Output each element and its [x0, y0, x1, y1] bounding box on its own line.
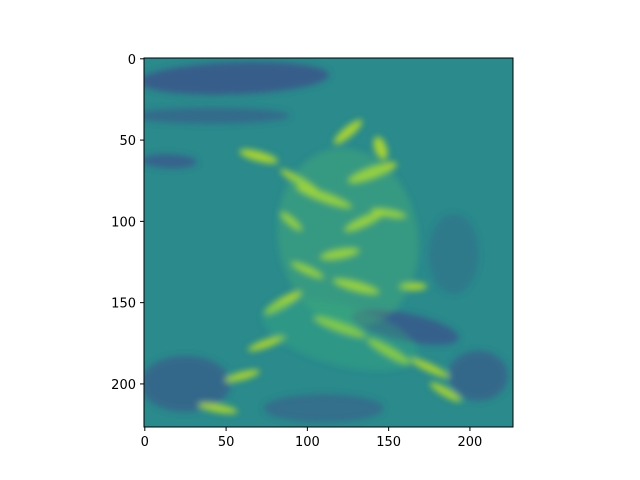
- x-tick-label: 0: [141, 435, 149, 450]
- y-tick-label: 200: [111, 378, 136, 393]
- heatmap-cell: [333, 119, 363, 145]
- heatmap-cell: [448, 350, 509, 401]
- x-tick-label: 200: [458, 435, 483, 450]
- heatmap-cell: [224, 369, 260, 382]
- heatmap-cell: [144, 61, 330, 95]
- heatmap-cell: [262, 299, 418, 371]
- x-tick-label: 150: [376, 435, 401, 450]
- heatmap-cell: [247, 335, 286, 352]
- x-tick-label: 50: [218, 435, 235, 450]
- y-tick-label: 150: [111, 297, 136, 312]
- heatmap-cell: [373, 136, 388, 160]
- heatmap-image: [144, 58, 513, 427]
- y-tick-label: 50: [119, 134, 136, 149]
- x-axis: 0 50 100 150 200: [141, 427, 483, 450]
- x-tick-label: 100: [295, 435, 320, 450]
- heatmap-cell: [198, 403, 238, 414]
- heatmap-cell: [144, 355, 231, 412]
- heatmap-cell: [144, 154, 198, 169]
- heatmap-cell: [144, 107, 290, 124]
- heatmap-cell: [409, 357, 450, 378]
- heatmap-texture: [144, 61, 509, 423]
- heatmap-cell: [277, 148, 419, 328]
- y-axis: 0 50 100 150 200: [111, 53, 144, 393]
- heatmap-cell: [428, 213, 479, 294]
- plot-frame: [143, 57, 514, 428]
- y-tick-label: 0: [128, 53, 136, 68]
- heatmap-cell: [263, 394, 384, 423]
- y-tick-label: 100: [111, 215, 136, 230]
- heatmap-cell: [429, 382, 462, 402]
- heatmap-cell: [239, 149, 278, 164]
